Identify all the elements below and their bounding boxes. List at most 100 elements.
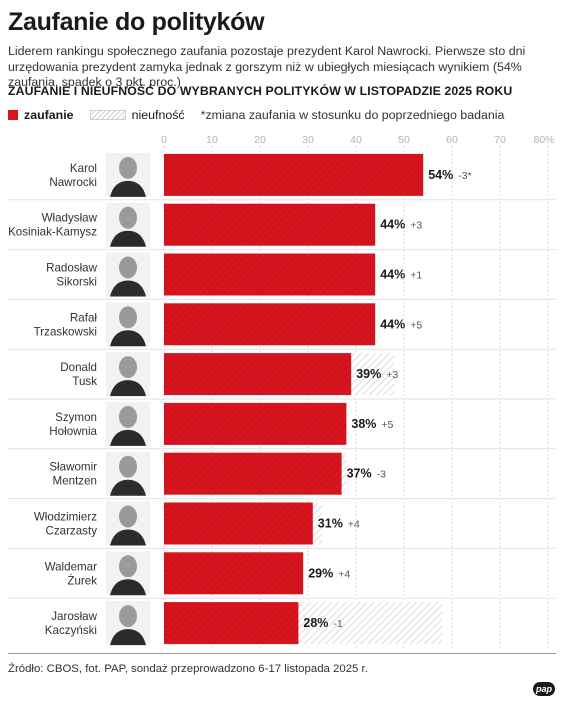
politician-first-name: Rafał <box>70 311 97 324</box>
trust-change-label: +4 <box>348 519 360 531</box>
politician-name: Donald Tusk <box>60 361 97 388</box>
pap-logo: pap <box>533 682 555 696</box>
legend-note: *zmiana zaufania w stosunku do poprzedni… <box>200 108 505 122</box>
bar-row: Radosław Sikorski 44% +1 <box>8 249 556 297</box>
legend-distrust-label: nieufność <box>131 108 185 122</box>
x-tick-label: 50 <box>398 134 410 146</box>
x-tick-label: 60 <box>446 134 458 146</box>
trust-change-label: -3* <box>458 170 471 182</box>
bar-row: Sławomir Mentzen 37% -3 <box>8 448 556 496</box>
x-tick-label: 70 <box>494 134 506 146</box>
trust-value-label: 44% <box>380 268 405 282</box>
politician-last-name: Trzaskowski <box>34 325 97 338</box>
x-tick-label: 80% <box>533 134 554 146</box>
x-tick-label: 20 <box>254 134 266 146</box>
politician-name: Radosław Sikorski <box>46 262 98 289</box>
politician-name: Sławomir Mentzen <box>49 461 97 488</box>
portrait-shoulders <box>110 180 146 197</box>
page-title: Zaufanie do polityków <box>8 8 265 36</box>
politician-name: Karol Nawrocki <box>49 162 97 189</box>
politician-first-name: Sławomir <box>49 461 97 474</box>
politician-name: Rafał Trzaskowski <box>34 311 98 338</box>
legend-distrust-swatch <box>89 110 126 120</box>
portrait-shoulders <box>110 380 146 397</box>
portrait-shoulders <box>110 230 146 247</box>
politician-name: Jarosław Kaczyński <box>45 610 98 637</box>
politician-first-name: Szymon <box>55 411 97 424</box>
trust-bar <box>164 602 299 645</box>
trust-value-label: 29% <box>308 566 333 580</box>
subtitle: Liderem rankingu społecznego zaufania po… <box>8 44 526 89</box>
trust-value-label: 39% <box>356 367 381 381</box>
bar-row: Karol Nawrocki 54% -3* <box>49 152 472 197</box>
trust-bar <box>164 452 342 495</box>
portrait-head <box>119 256 137 279</box>
politician-last-name: Tusk <box>72 375 97 388</box>
portrait-shoulders <box>110 429 146 446</box>
trust-change-label: +1 <box>410 270 422 282</box>
politician-last-name: Kosiniak-Kamysz <box>8 226 97 239</box>
politician-first-name: Władysław <box>42 212 98 225</box>
trust-value-label: 54% <box>428 168 453 182</box>
politician-first-name: Donald <box>60 361 97 374</box>
portrait-head <box>119 505 137 528</box>
chart-heading: ZAUFANIE I NIEUFNOŚĆ DO WYBRANYCH POLITY… <box>8 84 513 98</box>
trust-change-label: +3 <box>386 369 398 381</box>
trust-value-label: 31% <box>318 517 343 531</box>
x-tick-label: 10 <box>206 134 218 146</box>
politician-name: Włodzimierz Czarzasty <box>34 511 97 538</box>
portrait-head <box>119 555 137 578</box>
trust-bar <box>164 253 376 296</box>
portrait-head <box>119 306 137 329</box>
politician-last-name: Sikorski <box>56 276 97 289</box>
bar-row: Szymon Hołownia 38% +5 <box>8 398 556 446</box>
trust-bar <box>164 303 376 346</box>
portrait-head <box>119 605 137 628</box>
trust-bar <box>164 502 313 545</box>
politician-first-name: Waldemar <box>45 560 98 573</box>
politician-name: Waldemar Żurek <box>45 560 98 587</box>
trust-bar <box>164 153 424 196</box>
politician-last-name: Czarzasty <box>45 525 97 538</box>
portrait-head <box>119 455 137 478</box>
trust-change-label: +5 <box>381 419 393 431</box>
footer-divider <box>8 653 556 654</box>
x-tick-label: 30 <box>302 134 314 146</box>
portrait-shoulders <box>110 280 146 297</box>
portrait-shoulders <box>110 479 146 496</box>
politician-last-name: Nawrocki <box>49 176 97 189</box>
trust-bar <box>164 353 352 396</box>
trust-change-label: +5 <box>410 319 422 331</box>
portrait-head <box>119 356 137 379</box>
bar-row: Donald Tusk 39% +3 <box>8 348 556 397</box>
trust-value-label: 38% <box>351 417 376 431</box>
trust-change-label: +4 <box>338 568 350 580</box>
trust-value-label: 44% <box>380 317 405 331</box>
trust-value-label: 37% <box>347 467 372 481</box>
x-tick-label: 0 <box>161 134 167 146</box>
portrait-head <box>119 156 137 179</box>
bar-row: Waldemar Żurek 29% +4 <box>8 547 556 596</box>
trust-bar <box>164 203 376 246</box>
politician-last-name: Mentzen <box>53 475 97 488</box>
trust-value-label: 44% <box>380 218 405 232</box>
trust-change-label: -3 <box>377 469 386 481</box>
legend-trust-label: zaufanie <box>24 108 74 122</box>
trust-change-label: -1 <box>333 618 342 630</box>
politician-first-name: Radosław <box>46 262 98 275</box>
politician-first-name: Jarosław <box>51 610 97 623</box>
portrait-head <box>119 206 137 229</box>
politician-first-name: Włodzimierz <box>34 511 97 524</box>
bar-row: Rafał Trzaskowski 44% +5 <box>8 298 556 347</box>
politician-last-name: Kaczyński <box>45 624 97 637</box>
trust-value-label: 28% <box>303 616 328 630</box>
legend-trust-swatch <box>8 110 18 120</box>
politician-name: Szymon Hołownia <box>49 411 97 438</box>
portrait-shoulders <box>110 529 146 546</box>
bar-row: Władysław Kosiniak-Kamysz 44% +3 <box>8 199 556 247</box>
trust-bar <box>164 552 304 595</box>
portrait-shoulders <box>110 579 146 596</box>
bar-row: Jarosław Kaczyński 28% -1 <box>8 597 556 646</box>
bar-row: Włodzimierz Czarzasty 31% +4 <box>8 498 556 546</box>
